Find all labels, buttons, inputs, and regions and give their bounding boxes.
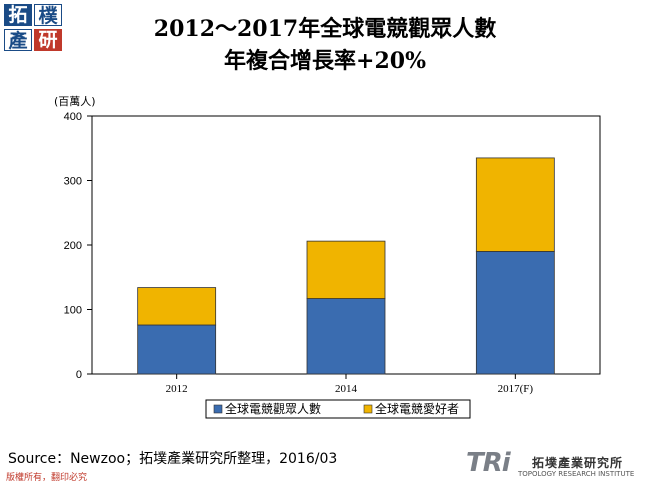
bar-enthusiasts bbox=[306, 240, 386, 299]
legend-label: 全球電競愛好者 bbox=[375, 401, 459, 416]
logo-char: 研 bbox=[34, 29, 62, 51]
bar-viewers bbox=[475, 251, 555, 375]
legend-swatch bbox=[213, 404, 223, 414]
institute-english-name: TOPOLOGY RESEARCH INSTITUTE bbox=[518, 470, 635, 478]
stacked-bar-chart: 0 100 200 300 400 (百萬人) 2012 2014 2017(F) 全球電競觀眾人… bbox=[54, 95, 601, 419]
chart-title: 2012～2017年全球電競觀眾人數 bbox=[153, 16, 497, 42]
bar-enthusiasts bbox=[475, 157, 555, 252]
y-tick-label: 300 bbox=[64, 176, 82, 188]
x-tick-label: 2014 bbox=[335, 383, 358, 395]
bar-viewers bbox=[137, 324, 217, 375]
source-note: Source：Newzoo；拓墣產業研究所整理，2016/03 bbox=[8, 451, 338, 467]
x-tick-label: 2017(F) bbox=[498, 383, 534, 395]
legend-box bbox=[205, 399, 471, 419]
y-unit-label: (百萬人) bbox=[54, 95, 96, 108]
copyright-note: 版權所有，翻印必究 bbox=[6, 473, 88, 483]
bar-enthusiasts bbox=[137, 287, 217, 326]
y-tick-label: 0 bbox=[76, 369, 82, 381]
chart-subtitle: 年複合增長率+20% bbox=[224, 48, 426, 74]
bar-viewers bbox=[306, 298, 386, 375]
legend-label: 全球電競觀眾人數 bbox=[225, 401, 321, 416]
y-tick-label: 400 bbox=[64, 111, 82, 123]
logo-char: 拓 bbox=[4, 4, 32, 26]
tri-logo-mark: TRi bbox=[466, 448, 511, 478]
institute-name: 拓墣產業研究所 bbox=[532, 456, 624, 470]
y-tick-label: 100 bbox=[64, 305, 82, 317]
logo: 拓 樸 產 研 bbox=[4, 4, 66, 54]
x-tick-label: 2012 bbox=[166, 383, 188, 395]
footer-logo: TRi 拓墣產業研究所 TOPOLOGY RESEARCH INSTITUTE bbox=[466, 448, 646, 484]
legend-swatch bbox=[363, 404, 373, 414]
logo-char: 產 bbox=[4, 29, 32, 52]
y-tick-label: 200 bbox=[64, 240, 82, 252]
logo-char: 樸 bbox=[34, 4, 62, 27]
